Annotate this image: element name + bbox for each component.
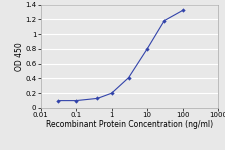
Y-axis label: OD 450: OD 450 bbox=[15, 42, 24, 71]
X-axis label: Recombinant Protein Concentration (ng/ml): Recombinant Protein Concentration (ng/ml… bbox=[46, 120, 213, 129]
